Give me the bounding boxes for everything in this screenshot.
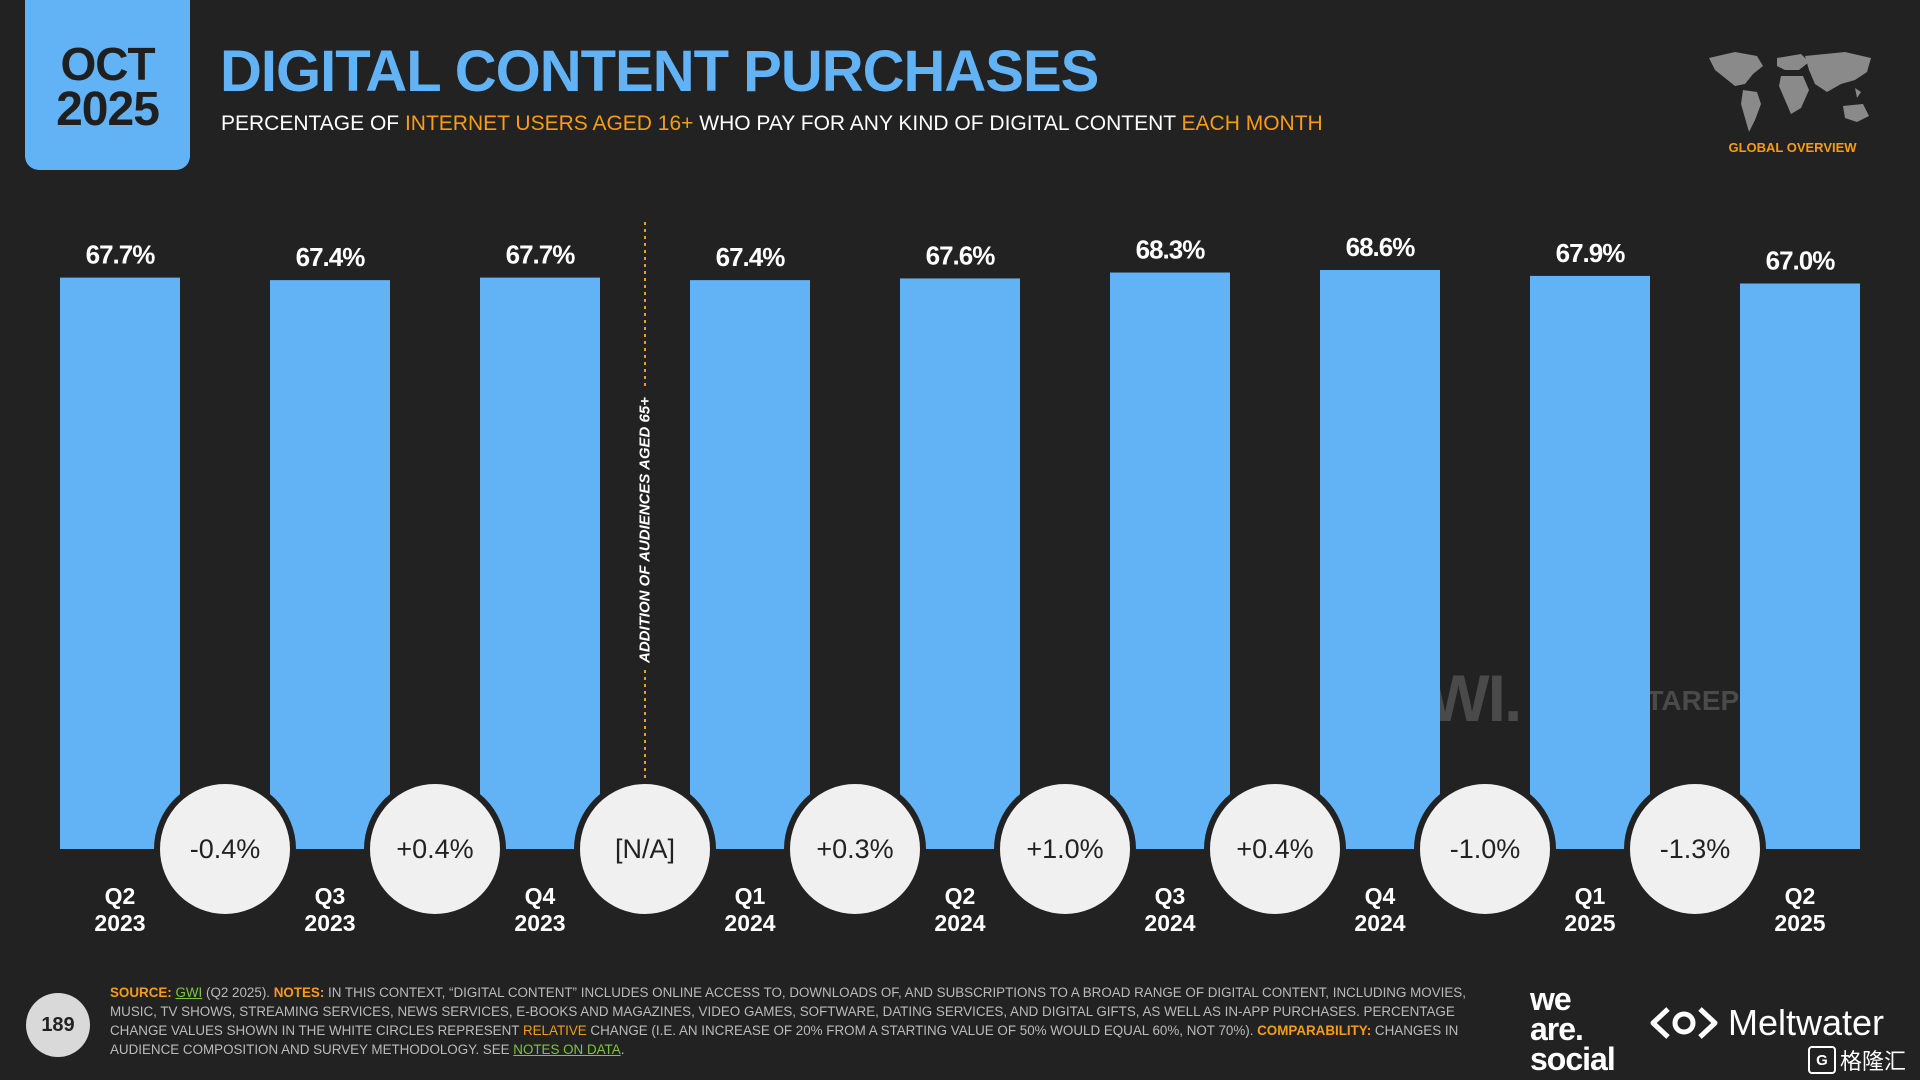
- bar: [270, 280, 390, 849]
- change-circle: [1000, 784, 1130, 914]
- x-tick-label-quarter: Q2: [1785, 883, 1816, 909]
- bar: [900, 278, 1020, 849]
- relative-highlight: RELATIVE: [522, 1023, 587, 1038]
- bar-chart: 67.7%Q2202367.4%Q3202367.7%Q4202367.4%Q1…: [60, 222, 1860, 936]
- change-label: +0.3%: [816, 834, 893, 864]
- subtitle-part: WHO PAY FOR ANY KIND OF DIGITAL CONTENT: [693, 112, 1182, 135]
- x-tick-label-quarter: Q4: [1365, 883, 1396, 909]
- x-tick-label-year: 2025: [1774, 910, 1825, 936]
- data-label: 67.0%: [1766, 246, 1836, 276]
- change-label: -0.4%: [190, 834, 261, 864]
- corner-badge: G 格隆汇: [1808, 1044, 1906, 1076]
- source-link[interactable]: GWI: [175, 985, 203, 1000]
- was-line: we: [1530, 981, 1572, 1017]
- meltwater-mark-icon: [1650, 1007, 1718, 1039]
- change-circle: [1630, 784, 1760, 914]
- bar: [1110, 272, 1230, 849]
- bar: [690, 280, 810, 849]
- change-circle: [580, 784, 710, 914]
- change-label: +0.4%: [1236, 834, 1313, 864]
- x-tick-label-quarter: Q1: [1575, 883, 1606, 909]
- change-label: -1.0%: [1450, 834, 1521, 864]
- global-overview-label: GLOBAL OVERVIEW: [1728, 140, 1857, 155]
- data-label: 68.3%: [1136, 235, 1206, 265]
- x-tick-label-year: 2024: [1354, 910, 1405, 936]
- data-label: 67.7%: [86, 240, 156, 270]
- x-tick-label-year: 2024: [1144, 910, 1195, 936]
- notes-on-data-link[interactable]: NOTES ON DATA: [513, 1042, 621, 1057]
- change-circle: [1420, 784, 1550, 914]
- x-tick-label-quarter: Q2: [105, 883, 136, 909]
- meltwater-text: Meltwater: [1728, 1002, 1885, 1043]
- was-line: social: [1530, 1041, 1616, 1077]
- footer-notes: SOURCE: GWI (Q2 2025). NOTES: IN THIS CO…: [110, 983, 1490, 1059]
- data-label: 67.6%: [926, 240, 996, 270]
- date-tab: OCT 2025: [25, 0, 190, 170]
- data-label: 67.4%: [296, 242, 366, 272]
- change-label: +0.4%: [396, 834, 473, 864]
- subtitle-part: PERCENTAGE OF: [221, 112, 405, 135]
- source-label: SOURCE:: [110, 985, 172, 1000]
- notes-label: NOTES:: [273, 985, 325, 1000]
- world-map-icon: [1709, 52, 1871, 132]
- bar: [480, 277, 600, 850]
- x-tick-label-quarter: Q4: [525, 883, 556, 909]
- x-tick-label-year: 2024: [934, 910, 985, 936]
- change-label: -1.3%: [1660, 834, 1731, 864]
- page-subtitle: PERCENTAGE OF INTERNET USERS AGED 16+ WH…: [221, 112, 1323, 136]
- comparability-label: COMPARABILITY:: [1257, 1023, 1372, 1038]
- x-tick-label-quarter: Q3: [1155, 883, 1186, 909]
- change-label: [N/A]: [615, 834, 675, 864]
- change-circle: [370, 784, 500, 914]
- was-line: are.: [1530, 1011, 1584, 1047]
- bar: [1320, 270, 1440, 849]
- x-tick-label-year: 2025: [1564, 910, 1615, 936]
- bar: [1740, 283, 1860, 849]
- notes-text-2: CHANGE (I.E. AN INCREASE OF 20% FROM A S…: [586, 1023, 1258, 1038]
- divider-label-bg: [631, 390, 659, 670]
- date-month: OCT: [60, 38, 155, 91]
- change-circle: [160, 784, 290, 914]
- x-tick-label-year: 2024: [724, 910, 775, 936]
- notes-text: IN THIS CONTEXT, “DIGITAL CONTENT” INCLU…: [110, 985, 1466, 1038]
- x-tick-label-year: 2023: [304, 910, 355, 936]
- subtitle-highlight: EACH MONTH: [1181, 112, 1323, 135]
- comparability-text: CHANGES IN AUDIENCE COMPOSITION AND SURV…: [110, 1023, 1459, 1057]
- change-label: +1.0%: [1026, 834, 1103, 864]
- subtitle-highlight: INTERNET USERS AGED 16+: [404, 112, 694, 135]
- x-tick-label-year: 2023: [514, 910, 565, 936]
- divider-label: ADDITION OF AUDIENCES AGED 65+: [637, 397, 654, 664]
- data-label: 68.6%: [1346, 232, 1416, 262]
- page-number: 189: [26, 993, 90, 1057]
- corner-badge-text: 格隆汇: [1840, 1049, 1907, 1074]
- x-tick-label-quarter: Q3: [315, 883, 346, 909]
- source-rest: (Q2 2025).: [202, 985, 274, 1000]
- we-are-social-logo: we are. social: [1530, 981, 1616, 1077]
- x-tick-label-quarter: Q2: [945, 883, 976, 909]
- change-circle: [1210, 784, 1340, 914]
- bar: [60, 277, 180, 850]
- x-tick-label-year: 2023: [94, 910, 145, 936]
- data-label: 67.7%: [506, 240, 576, 270]
- meltwater-logo: Meltwater: [1650, 1002, 1884, 1044]
- page-title: DIGITAL CONTENT PURCHASES: [220, 39, 1099, 104]
- corner-badge-icon: G: [1808, 1046, 1836, 1074]
- data-label: 67.9%: [1556, 238, 1626, 268]
- data-label: 67.4%: [716, 242, 786, 272]
- x-tick-label-quarter: Q1: [735, 883, 766, 909]
- bar: [1530, 275, 1650, 849]
- change-circle: [790, 784, 920, 914]
- footer-period: .: [620, 1042, 625, 1057]
- date-year: 2025: [56, 83, 160, 137]
